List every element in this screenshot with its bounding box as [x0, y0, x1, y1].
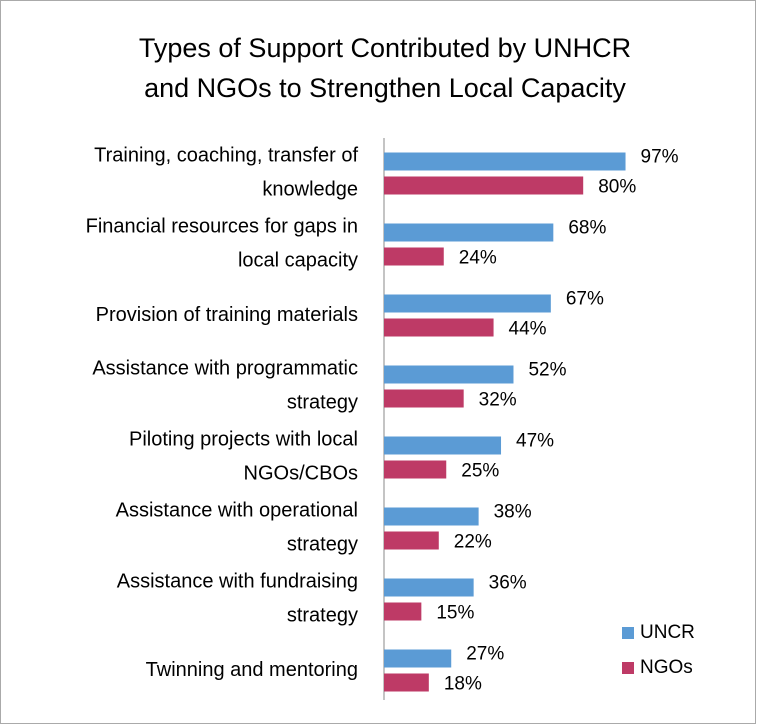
value-label: 47%: [516, 431, 554, 452]
value-label: 24%: [459, 248, 497, 269]
bar: [384, 649, 452, 668]
legend-swatch: [622, 627, 634, 639]
bar: [384, 460, 447, 479]
bar: [384, 318, 494, 337]
legend-swatch: [622, 662, 634, 674]
bar: [384, 365, 514, 384]
legend-label: UNCR: [640, 622, 695, 643]
bar: [384, 176, 584, 195]
category-label: Financial resources for gaps in local cap…: [86, 216, 358, 272]
chart-title: Types of Support Contributed by UNHCR and…: [139, 33, 631, 103]
bar: [384, 578, 474, 597]
bar: [384, 247, 444, 266]
bar: [384, 436, 502, 455]
bar: [384, 389, 464, 408]
value-label: 18%: [444, 674, 482, 695]
value-label: 80%: [598, 177, 636, 198]
value-label: 22%: [454, 532, 492, 553]
category-label: Assistance with operational strategy: [116, 500, 358, 556]
value-label: 27%: [466, 644, 504, 665]
bar: [384, 673, 429, 692]
value-label: 52%: [528, 360, 566, 381]
value-label: 97%: [641, 147, 679, 168]
value-label: 25%: [461, 461, 499, 482]
value-label: 15%: [436, 603, 474, 624]
value-label: 67%: [566, 289, 604, 310]
bar: [384, 602, 422, 621]
category-label: Training, coaching, transfer of knowledge: [94, 145, 358, 201]
bar: [384, 507, 479, 526]
value-label: 38%: [494, 502, 532, 523]
category-label: Twinning and mentoring: [146, 659, 358, 681]
value-label: 68%: [568, 218, 606, 239]
bar: [384, 152, 626, 171]
bar: [384, 223, 554, 242]
bar: [384, 294, 551, 313]
value-label: 44%: [509, 319, 547, 340]
legend-label: NGOs: [640, 657, 693, 678]
category-label: Assistance with fundraising strategy: [117, 571, 358, 627]
category-label: Provision of training materials: [96, 304, 358, 326]
category-label: Assistance with programmatic strategy: [92, 358, 358, 414]
bar: [384, 531, 439, 550]
value-label: 32%: [479, 390, 517, 411]
value-label: 36%: [489, 573, 527, 594]
category-label: Piloting projects with local NGOs/CBOs: [129, 429, 358, 485]
